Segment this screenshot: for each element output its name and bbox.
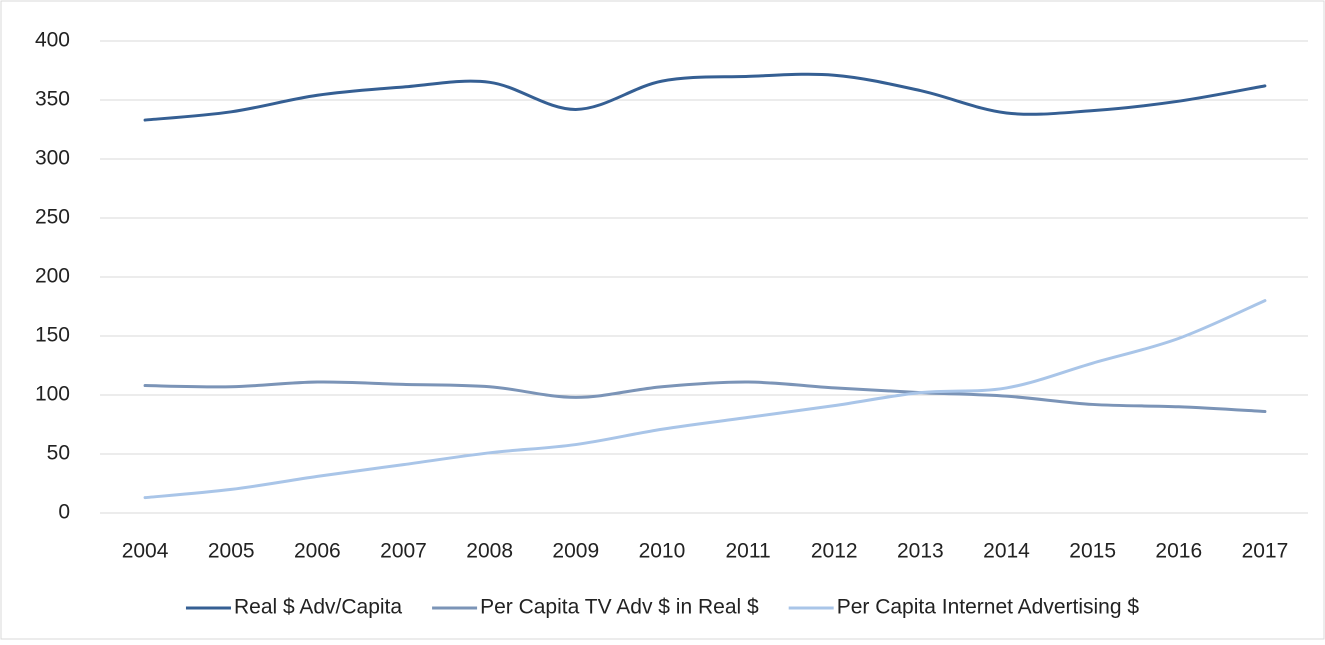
legend-label: Per Capita TV Adv $ in Real $ [480, 596, 759, 619]
x-tick-label: 2012 [811, 540, 858, 563]
series-line [143, 72, 1267, 122]
y-tick-label: 400 [35, 29, 70, 52]
x-tick-label: 2017 [1242, 540, 1289, 563]
x-tick-label: 2006 [294, 540, 341, 563]
y-tick-label: 300 [35, 147, 70, 170]
x-tick-label: 2004 [122, 540, 169, 563]
x-tick-label: 2015 [1069, 540, 1116, 563]
y-tick-label: 350 [35, 88, 70, 111]
x-tick-label: 2009 [552, 540, 599, 563]
x-tick-label: 2013 [897, 540, 944, 563]
legend-label: Per Capita Internet Advertising $ [837, 596, 1140, 619]
x-tick-label: 2010 [639, 540, 686, 563]
series-line [143, 299, 1267, 500]
y-tick-label: 250 [35, 206, 70, 229]
y-tick-label: 50 [47, 442, 70, 465]
legend-label: Real $ Adv/Capita [234, 596, 402, 619]
y-tick-label: 100 [35, 383, 70, 406]
x-tick-label: 2007 [380, 540, 427, 563]
x-tick-label: 2008 [466, 540, 513, 563]
x-tick-label: 2014 [983, 540, 1030, 563]
x-tick-label: 2005 [208, 540, 255, 563]
y-tick-label: 0 [58, 501, 70, 524]
y-tick-label: 200 [35, 265, 70, 288]
y-tick-label: 150 [35, 324, 70, 347]
series-line [143, 380, 1267, 414]
x-tick-label: 2016 [1155, 540, 1202, 563]
x-tick-label: 2011 [725, 540, 770, 563]
